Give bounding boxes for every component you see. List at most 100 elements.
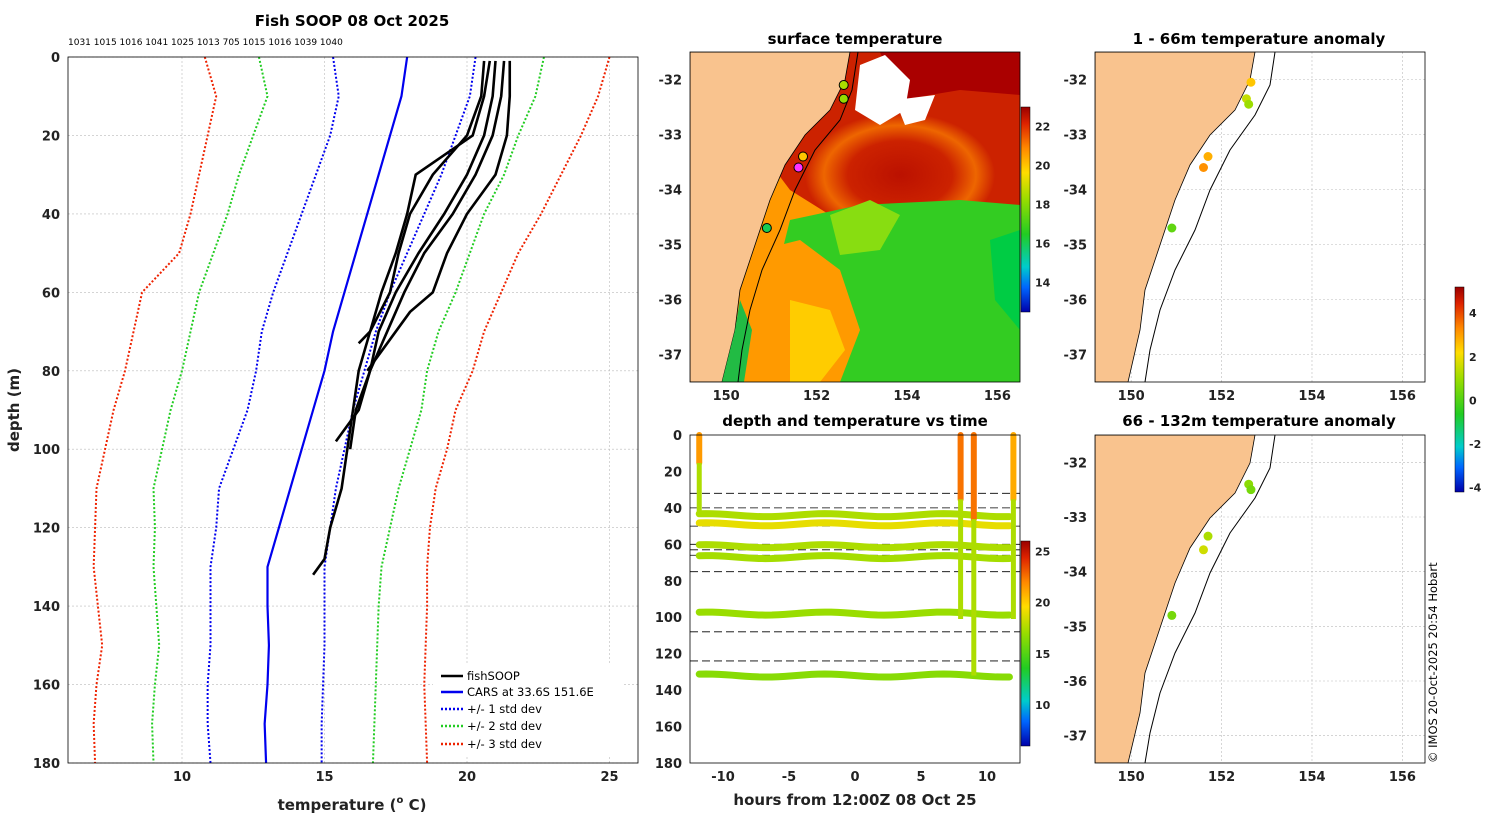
profile-ytick-label: 160 [33,679,60,694]
anomaly-colorbar-ticks: 4 2 0 -2 -4 [1469,307,1482,494]
map-lon-label: 154 [1298,389,1325,404]
depth-time-tracks [695,432,1017,681]
legend-label-2std: +/- 2 std dev [467,719,542,733]
depth-time-xtick: -10 [711,770,735,785]
depth-track [695,519,1013,530]
profile-title: Fish SOOP 08 Oct 2025 [255,12,450,30]
anom-lower-title: 66 - 132m temperature anomaly [1122,412,1396,430]
map-lat-label: -36 [659,294,683,309]
sst-colorbar-label: 20 [1035,160,1051,173]
sst-colorbar-label: 18 [1035,199,1050,212]
profile-legend: fishSOOP CARS at 33.6S 151.6E +/- 1 std … [433,664,623,756]
anomaly-point [1244,99,1254,109]
profile-ytick-label: 0 [51,51,60,66]
profile-ticks: 10 15 20 25 0 20 40 60 80 100 120 140 160 180 [33,51,619,785]
depth-time-ytick: 100 [655,611,682,626]
anom-upper-coast [1095,52,1256,382]
anomaly-point [1246,77,1256,87]
anom-upper-ticks: 150 152 154 156 -32 -33 -34 -35 -36 -37 [1064,74,1416,405]
map-lat-label: -37 [1064,349,1088,364]
map-lon-label: 150 [1118,389,1145,404]
sst-marker [793,162,804,173]
depth-time-xlabel: hours from 12:00Z 08 Oct 25 [733,791,976,809]
profile-panel: Fish SOOP 08 Oct 2025 1031 1015 1016 104… [5,12,639,814]
anomaly-colorbar-label: 0 [1469,394,1477,407]
map-lat-label: -35 [659,239,683,254]
sst-map-panel: surface temperature 150 152 154 156 -32 -33 -3… [659,30,1051,404]
depth-time-panel: depth and temperature vs time -10 -5 0 5 100… [655,412,1051,809]
legend-box [433,664,623,756]
map-lat-label: -37 [659,349,683,364]
map-lon-label: 150 [1118,770,1145,785]
profile-ytick-label: 140 [33,600,60,615]
depth-time-colorbar-label: 10 [1035,699,1051,712]
anom-lower-points [1167,479,1256,620]
sst-marker [838,80,849,90]
anom-upper-frame [1094,51,1426,383]
legend-label-cars: CARS at 33.6S 151.6E [467,685,594,699]
depth-time-ytick: 40 [664,502,682,517]
sst-marker [798,151,809,162]
anomaly-colorbar-label: -2 [1469,438,1481,451]
anom-lower-ticks: 150 152 154 156 -32 -33 -34 -35 -36 -37 [1064,456,1416,785]
sst-title: surface temperature [768,30,943,48]
map-lat-label: -34 [1064,184,1088,199]
depth-track [695,552,1013,563]
profile-ytick-label: 80 [42,365,60,380]
anom-lower-panel: 66 - 132m temperature anomaly 150 152 154 1… [1064,412,1426,785]
depth-time-xtick: 10 [978,770,996,785]
sst-front [830,200,900,255]
depth-time-ytick: 120 [655,648,682,663]
depth-time-colorbar-label: 25 [1035,545,1050,558]
map-lon-label: 156 [1389,389,1416,404]
fishsoop-casts [312,60,512,576]
anomaly-colorbar-label: 2 [1469,351,1477,364]
map-lat-label: -33 [1064,511,1088,526]
depth-track [695,541,1013,552]
profile-xlabel: temperature (o C) [278,795,427,814]
depth-time-ytick: 180 [655,757,682,772]
legend-label-3std: +/- 3 std dev [467,737,542,751]
map-lat-label: -36 [1064,675,1088,690]
anomaly-point [1198,545,1208,555]
depth-time-xtick: 0 [850,770,859,785]
map-lon-label: 152 [1208,770,1235,785]
profile-ytick-label: 100 [33,443,60,458]
sst-ticks: 150 152 154 156 -32 -33 -34 -35 -36 -37 [659,74,1011,405]
series--1-std-dev-upper [320,56,477,763]
profile-ytick-label: 40 [42,208,60,223]
depth-time-ytick: 80 [664,575,682,590]
anomaly-point [1198,163,1208,172]
map-lat-label: -32 [659,74,683,89]
map-lon-label: 156 [984,389,1011,404]
profile-ylabel: depth (m) [5,368,23,452]
profile-ytick-label: 20 [42,129,60,144]
depth-time-colorbar-ticks: 10 15 20 25 [1035,545,1051,712]
anomaly-colorbar [1454,286,1465,493]
legend-label-fishsoop: fishSOOP [467,669,520,683]
map-lon-label: 154 [1298,770,1325,785]
profile-series [92,56,611,764]
depth-time-colorbar-label: 15 [1035,648,1050,661]
profile-xtick-label: 10 [173,770,191,785]
depth-time-ytick: 20 [664,465,682,480]
sst-green-east [990,230,1020,330]
anom-lower-frame [1094,434,1426,764]
anom-upper-title: 1 - 66m temperature anomaly [1133,30,1386,48]
depth-time-colorbar [1020,540,1031,747]
profile-frame [67,56,639,764]
depth-time-ytick: 0 [673,429,682,444]
profile-xtick-label: 15 [315,770,333,785]
depth-time-ytick: 160 [655,721,682,736]
cloud-gap-2 [895,95,935,125]
series--3-std-dev [92,56,218,764]
anomaly-colorbar-label: -4 [1469,482,1482,495]
anomaly-colorbar-label: 4 [1469,307,1477,320]
depth-time-frame [689,434,1021,764]
series--2-std-dev [151,56,269,764]
cloud-gap [855,55,910,125]
coastal-shelf [722,300,752,382]
sst-marker [761,223,772,233]
legend-label-1std: +/- 1 std dev [467,702,542,716]
